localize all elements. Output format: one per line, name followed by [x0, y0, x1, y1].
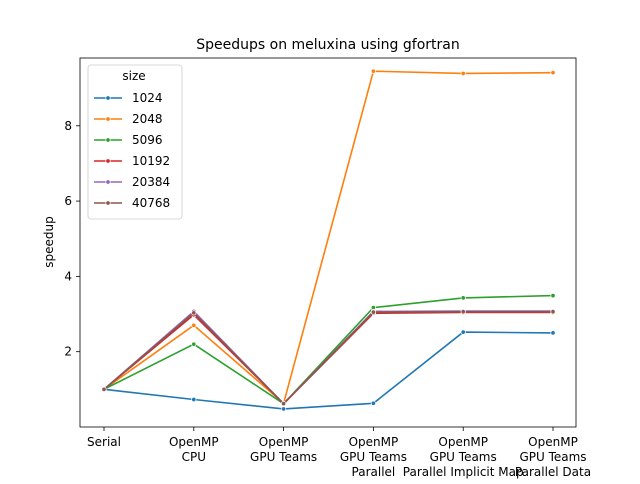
legend-title: size — [122, 69, 145, 83]
legend-entry-20384: 20384 — [132, 175, 170, 189]
x-tick-label: OpenMP CPU — [169, 435, 219, 464]
data-point-40768 — [191, 310, 197, 316]
data-point-2048 — [460, 70, 466, 76]
x-tick-label-line: GPU Teams — [430, 450, 497, 464]
legend-entry-2048: 2048 — [132, 112, 163, 126]
x-tick-label: OpenMP GPU Teams — [250, 435, 317, 464]
x-tick-label-line: Parallel Data — [515, 465, 591, 479]
y-axis-label: speedup — [42, 216, 56, 267]
data-point-1024 — [460, 329, 466, 335]
series-line-1024 — [103, 331, 554, 410]
x-tick-label-line: OpenMP — [528, 435, 578, 449]
x-tick-label: OpenMP GPU Teams Parallel Data — [515, 435, 591, 479]
legend-entry-1024: 1024 — [132, 91, 163, 105]
series-line-40768 — [103, 310, 553, 405]
data-point-1024 — [370, 400, 376, 406]
x-tick-label-line: OpenMP — [169, 435, 219, 449]
x-tick-label-line: Parallel — [352, 465, 396, 479]
legend-entry-5096: 5096 — [132, 133, 163, 147]
y-tick-label: 4 — [64, 269, 72, 283]
x-tick-label-line: OpenMP — [349, 435, 399, 449]
legend-marker-1024 — [105, 95, 111, 101]
x-tick-label-line: CPU — [182, 450, 206, 464]
chart-title: Speedups on meluxina using gfortran — [196, 37, 459, 53]
plot-frame — [79, 57, 577, 428]
y-tick-label: 2 — [64, 345, 72, 359]
data-point-1024 — [281, 406, 287, 412]
x-tick-label: Serial — [87, 435, 121, 449]
legend-entry-40768: 40768 — [132, 196, 170, 210]
series-line-2048 — [103, 70, 554, 405]
data-point-2048 — [370, 68, 376, 74]
data-point-40768 — [460, 309, 466, 315]
data-point-40768 — [281, 401, 287, 407]
legend-marker-10192 — [105, 158, 111, 164]
data-point-5096 — [460, 295, 466, 301]
y-tick-label: 6 — [64, 194, 72, 208]
legend: size 1024 2048 5096 10192 20384 40768 — [87, 64, 183, 220]
data-point-1024 — [550, 330, 556, 336]
series-line-5096 — [103, 294, 554, 405]
x-tick-label-line: Serial — [87, 435, 121, 449]
data-point-2048 — [550, 70, 556, 76]
x-tick-label-line: GPU Teams — [519, 450, 586, 464]
legend-marker-5096 — [105, 137, 111, 143]
data-point-40768 — [101, 386, 107, 392]
y-tick-label: 8 — [64, 119, 72, 133]
legend-box — [87, 64, 183, 220]
data-point-1024 — [191, 396, 197, 403]
legend-marker-2048 — [105, 116, 111, 122]
x-tick-label-line: OpenMP — [259, 435, 309, 449]
x-tick-label-line: GPU Teams — [340, 450, 407, 464]
data-point-40768 — [550, 309, 556, 315]
x-tick-label: OpenMP GPU Teams Parallel Implicit Map — [403, 435, 524, 479]
data-point-5096 — [550, 293, 556, 299]
x-tick-label-line: OpenMP — [438, 435, 488, 449]
legend-marker-40768 — [105, 200, 111, 206]
legend-marker-20384 — [105, 179, 111, 185]
x-tick-label: OpenMP GPU Teams Parallel — [340, 435, 407, 479]
x-tick-label-line: Parallel Implicit Map — [403, 465, 524, 479]
data-point-2048 — [191, 322, 197, 328]
data-point-40768 — [370, 309, 376, 315]
legend-entry-10192: 10192 — [132, 154, 170, 168]
data-point-5096 — [191, 341, 197, 347]
x-tick-label-line: GPU Teams — [250, 450, 317, 464]
